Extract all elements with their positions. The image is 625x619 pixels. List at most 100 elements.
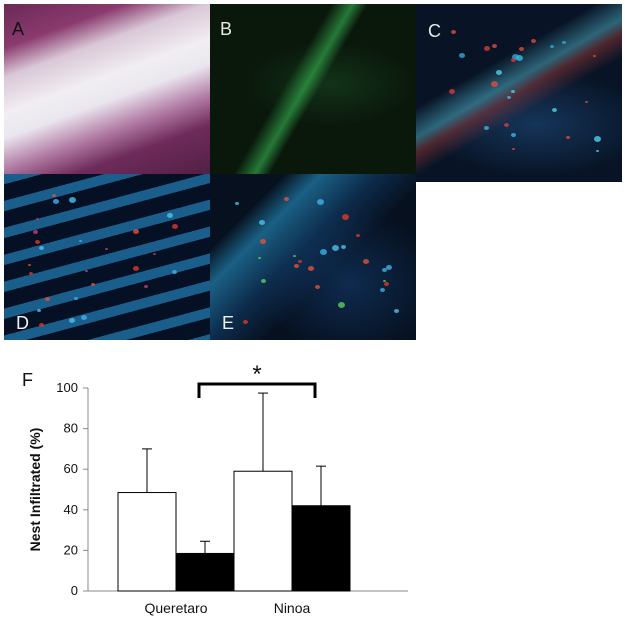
cell-speck xyxy=(492,44,497,48)
cell-speck xyxy=(484,46,490,51)
panel-label-e: E xyxy=(222,313,235,333)
cell-speck xyxy=(308,266,314,271)
cell-speck xyxy=(284,197,289,201)
cell-speck xyxy=(320,249,327,255)
cell-speck xyxy=(260,239,266,244)
cell-speck xyxy=(496,70,502,75)
cell-speck xyxy=(317,199,324,205)
micrograph-panel-e: E xyxy=(210,174,416,340)
cell-speck xyxy=(69,318,75,323)
cell-speck xyxy=(153,253,156,255)
panel-label-a: A xyxy=(12,19,25,39)
cell-speck xyxy=(261,279,266,283)
cell-speck xyxy=(449,89,455,94)
cell-speck xyxy=(298,260,302,263)
cell-speck xyxy=(511,133,516,137)
cell-speck xyxy=(356,234,360,237)
micrograph-panel-d: D xyxy=(4,174,210,340)
bar xyxy=(291,505,351,592)
cell-speck xyxy=(516,55,523,61)
cell-speck xyxy=(52,194,56,197)
cell-speck xyxy=(394,309,399,313)
category-label: Queretaro xyxy=(144,600,207,616)
cell-speck xyxy=(37,309,41,312)
cell-speck xyxy=(105,248,108,250)
cell-speck xyxy=(596,150,599,152)
significance-marker: * xyxy=(252,361,261,388)
cell-speck xyxy=(451,30,456,34)
cell-speck xyxy=(380,288,385,292)
cell-speck xyxy=(33,230,38,234)
panel-label-d: D xyxy=(16,313,29,333)
y-tick-label: 60 xyxy=(64,461,78,476)
cell-speck xyxy=(243,320,248,324)
cell-speck xyxy=(531,39,536,43)
cell-speck xyxy=(363,259,369,264)
cell-speck xyxy=(39,323,44,327)
cell-speck xyxy=(566,136,570,139)
micrograph-panel-c: C xyxy=(416,4,622,182)
cell-speck xyxy=(36,218,39,220)
cell-speck xyxy=(512,148,515,150)
cell-speck xyxy=(293,255,296,257)
cell-speck xyxy=(382,268,387,272)
cell-speck xyxy=(133,229,139,234)
cell-speck xyxy=(585,101,588,103)
cell-speck xyxy=(459,53,465,58)
cell-speck xyxy=(315,285,320,289)
cell-speck xyxy=(167,213,173,218)
cell-speck xyxy=(28,264,31,266)
y-tick-label: 80 xyxy=(64,421,78,436)
cell-speck xyxy=(491,81,498,87)
cell-speck xyxy=(504,123,509,127)
cell-speck xyxy=(259,220,265,225)
cell-speck xyxy=(235,202,239,205)
bar-chart: 0 20 40 60 80 100 Nest Infiltrated (%) F Quereta… xyxy=(22,361,408,616)
cell-speck xyxy=(562,41,566,44)
cell-speck xyxy=(512,54,519,60)
cell-speck xyxy=(144,285,148,288)
y-tick-label: 0 xyxy=(71,583,78,598)
significance-bracket xyxy=(197,382,317,398)
bar xyxy=(117,492,177,592)
cell-speck xyxy=(338,302,345,308)
cell-speck xyxy=(484,126,489,130)
cell-speck xyxy=(511,90,515,93)
cell-speck xyxy=(507,96,511,99)
cell-speck xyxy=(550,45,554,48)
panel-label-c: C xyxy=(428,21,441,41)
cell-speck xyxy=(81,315,87,320)
cell-speck xyxy=(91,283,95,286)
cell-speck xyxy=(552,108,557,112)
y-tick-label: 40 xyxy=(64,502,78,517)
bar xyxy=(175,552,235,592)
cell-speck xyxy=(258,257,261,259)
cell-speck xyxy=(35,240,40,244)
cell-speck xyxy=(69,197,76,203)
y-tick-label: 100 xyxy=(56,380,78,395)
cell-speck xyxy=(294,264,299,268)
panel-label-b: B xyxy=(220,19,233,39)
cell-speck xyxy=(74,297,78,300)
cell-speck xyxy=(341,245,346,249)
panel-label-f: F xyxy=(22,370,33,390)
cell-speck xyxy=(53,199,59,204)
bar xyxy=(233,470,293,592)
cell-speck xyxy=(342,214,349,220)
cell-speck xyxy=(383,280,386,282)
cell-speck xyxy=(332,245,339,251)
category-label: Ninoa xyxy=(274,600,311,616)
cell-speck xyxy=(386,265,392,270)
cell-speck xyxy=(593,55,596,57)
cell-speck xyxy=(172,270,177,274)
cell-speck xyxy=(45,297,50,301)
cell-speck xyxy=(384,282,389,286)
cell-speck xyxy=(133,266,139,271)
micrograph-panel-b: B xyxy=(210,4,416,174)
cell-speck xyxy=(172,224,178,229)
cell-speck xyxy=(79,240,82,242)
cell-speck xyxy=(85,270,88,272)
micrograph-panel-a: A xyxy=(4,4,210,174)
cell-speck xyxy=(511,58,516,62)
cell-speck xyxy=(519,47,524,51)
